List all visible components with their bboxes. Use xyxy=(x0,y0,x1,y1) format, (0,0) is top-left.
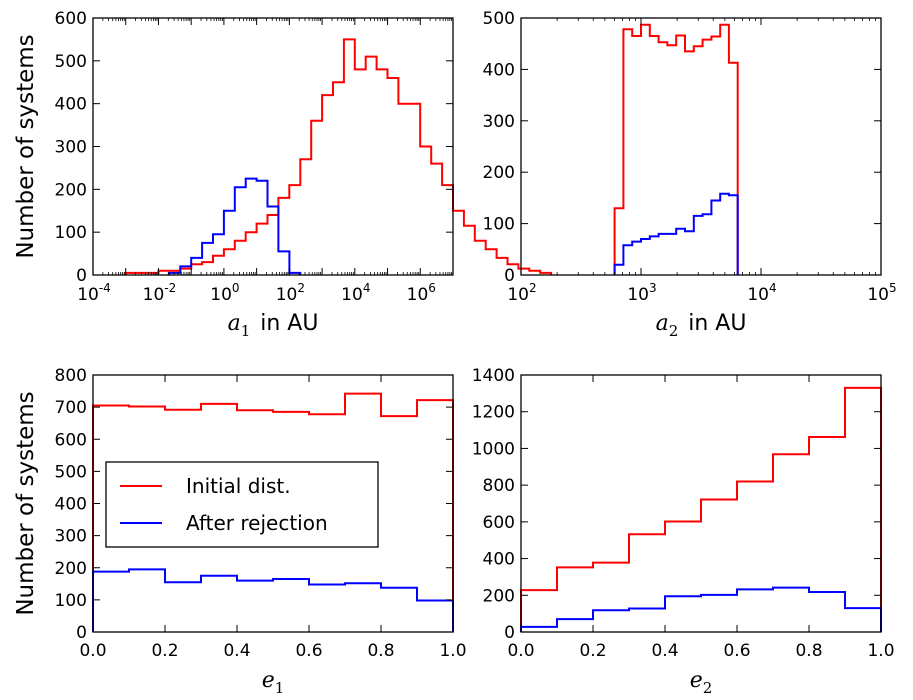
y-axis-label: Number of systems xyxy=(13,391,39,615)
series-initial-e2 xyxy=(520,386,882,632)
x-tick-label: 10-4 xyxy=(77,281,111,305)
y-tick-label: 1400 xyxy=(472,366,515,386)
y-tick-label: 200 xyxy=(55,559,87,579)
y-axis-label: Number of systems xyxy=(13,34,39,258)
y-tick-label: 600 xyxy=(483,513,515,533)
y-tick-label: 0 xyxy=(504,623,515,643)
legend-entry: After rejection xyxy=(186,511,328,535)
x-tick-label: 105 xyxy=(867,281,896,305)
y-tick-label: 100 xyxy=(55,591,87,611)
y-tick-label: 400 xyxy=(483,60,515,80)
x-tick-label: 0.6 xyxy=(295,641,322,661)
x-axis-label: a1 in AU xyxy=(228,311,319,340)
x-tick-label: 0.2 xyxy=(151,641,178,661)
x-tick-label: 0.4 xyxy=(651,641,678,661)
axes-frame xyxy=(520,17,882,276)
y-tick-label: 300 xyxy=(55,138,87,158)
y-tick-label: 500 xyxy=(55,462,87,482)
x-tick-label: 0.4 xyxy=(223,641,250,661)
y-tick-label: 100 xyxy=(55,223,87,243)
series-after-rejection-e1 xyxy=(92,568,454,632)
x-tick-label: 1.0 xyxy=(867,641,894,661)
y-tick-label: 400 xyxy=(55,95,87,115)
series-after-rejection-a1 xyxy=(168,177,302,275)
x-tick-label: 0.6 xyxy=(723,641,750,661)
series-after-rejection-e2 xyxy=(520,586,882,632)
legend-entry: Initial dist. xyxy=(186,474,291,498)
y-tick-label: 500 xyxy=(55,52,87,72)
x-tick-label: 0.0 xyxy=(79,641,106,661)
x-tick-label: 102 xyxy=(276,281,305,305)
x-tick-label: 10-2 xyxy=(143,281,177,305)
x-tick-label: 102 xyxy=(507,281,536,305)
y-tick-label: 500 xyxy=(483,9,515,29)
y-tick-label: 300 xyxy=(483,112,515,132)
x-axis-label: a2 in AU xyxy=(656,311,747,340)
series-initial-e1 xyxy=(92,392,454,632)
y-tick-label: 0 xyxy=(76,623,87,643)
x-tick-label: 106 xyxy=(407,281,436,305)
y-tick-label: 400 xyxy=(483,550,515,570)
x-axis-label: e2 xyxy=(690,668,713,697)
x-tick-label: 104 xyxy=(341,281,370,305)
x-tick-label: 104 xyxy=(747,281,776,305)
y-tick-label: 200 xyxy=(483,163,515,183)
x-tick-label: 1.0 xyxy=(439,641,466,661)
y-tick-label: 800 xyxy=(483,476,515,496)
panel-e1: 0 100 200 300 400 500 600 700 800 0.0 0.2 0.4 0.6 0.8… xyxy=(13,366,467,697)
y-tick-label: 300 xyxy=(55,527,87,547)
y-tick-label: 100 xyxy=(483,215,515,235)
panel-a1: 0 100 200 300 400 500 600 10-4 10-2 100 102 104 106 a… xyxy=(13,9,553,340)
y-tick-label: 1200 xyxy=(472,403,515,423)
series-initial-a1 xyxy=(124,38,553,275)
x-tick-label: 0.8 xyxy=(367,641,394,661)
y-tick-label: 400 xyxy=(55,495,87,515)
y-tick-label: 800 xyxy=(55,366,87,386)
y-tick-label: 0 xyxy=(504,266,515,286)
x-axis-label: e1 xyxy=(262,668,285,697)
panel-a2: 0 100 200 300 400 500 102 103 104 105 a2 in AU xyxy=(483,9,897,340)
series-after-rejection-a2 xyxy=(613,192,739,275)
y-tick-label: 200 xyxy=(55,180,87,200)
panel-e2: 0 200 400 600 800 1000 1200 1400 0.0 0.2 0.4 0.6 0.8… xyxy=(472,366,895,697)
x-tick-label: 0.2 xyxy=(579,641,606,661)
axes-frame xyxy=(520,374,882,633)
y-tick-label: 0 xyxy=(76,266,87,286)
x-tick-label: 103 xyxy=(627,281,656,305)
x-tick-label: 100 xyxy=(210,281,239,305)
axes-frame xyxy=(92,17,454,276)
x-tick-label: 0.0 xyxy=(507,641,534,661)
y-tick-label: 1000 xyxy=(472,439,515,459)
y-tick-label: 600 xyxy=(55,9,87,29)
y-tick-label: 200 xyxy=(483,586,515,606)
x-tick-label: 0.8 xyxy=(795,641,822,661)
series-initial-a2 xyxy=(613,23,739,275)
legend: Initial dist. After rejection xyxy=(105,461,379,548)
y-tick-label: 700 xyxy=(55,398,87,418)
y-tick-label: 600 xyxy=(55,430,87,450)
